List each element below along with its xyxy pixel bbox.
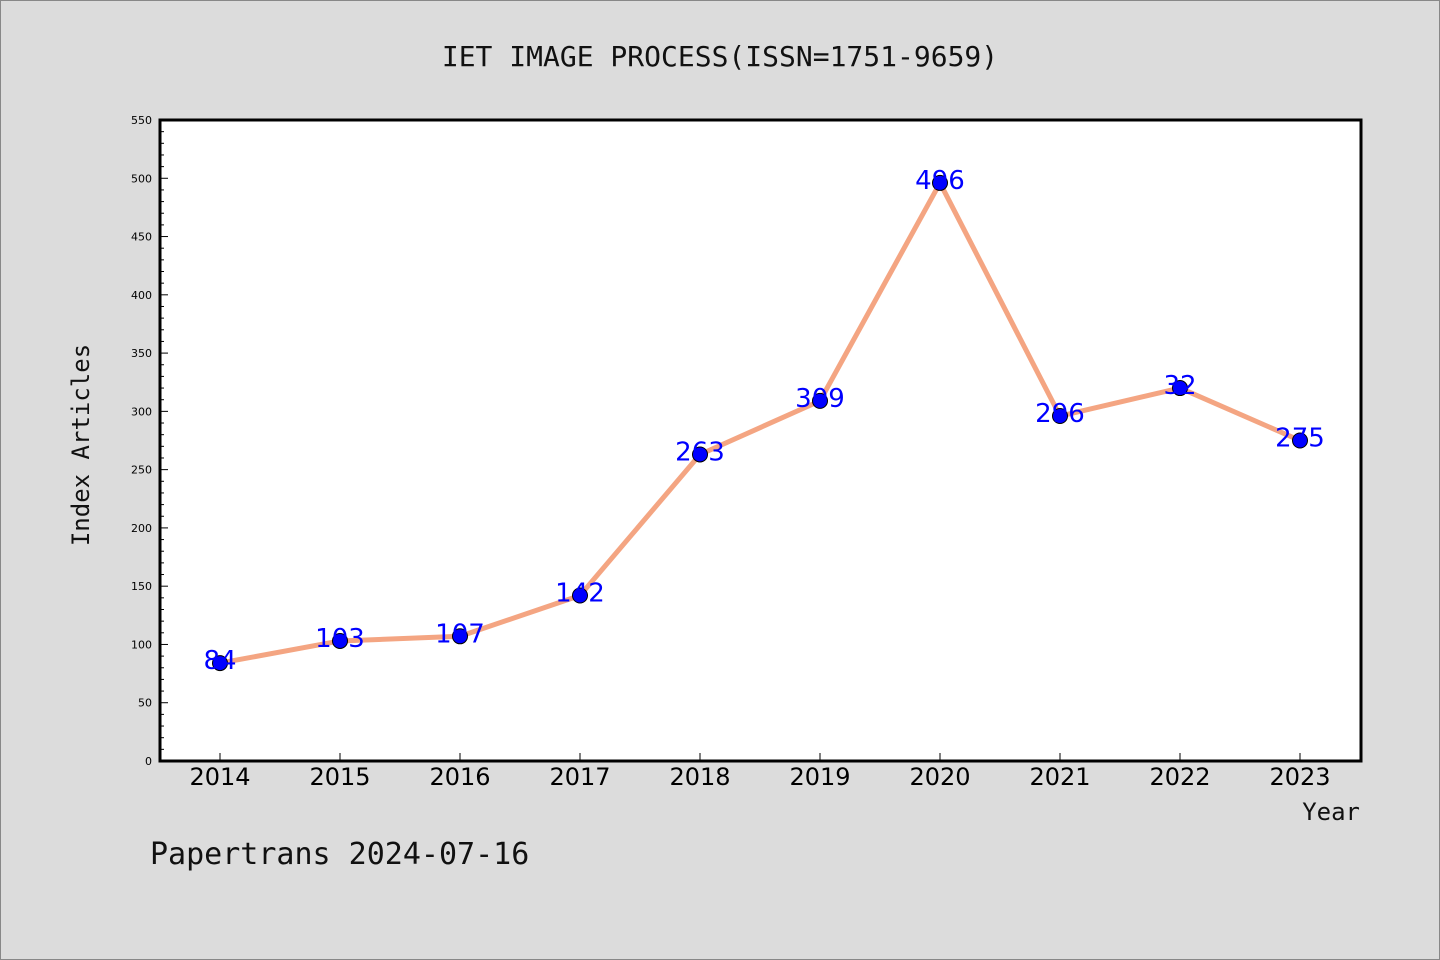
data-point — [692, 446, 708, 463]
data-point — [212, 655, 228, 672]
data-label: 309 — [795, 384, 845, 414]
data-label: 103 — [315, 624, 365, 654]
data-point — [812, 392, 828, 409]
x-axis: 2014 2015 2016 2017 2018 2019 2020 2021 2022 2023 — [189, 753, 1331, 791]
y-tick-label: 100 — [131, 638, 152, 651]
y-axis-label: Index Articles — [67, 344, 95, 546]
data-point — [932, 174, 948, 191]
x-tick-label: 2016 — [429, 763, 490, 791]
x-axis-label: Year — [1302, 798, 1360, 826]
y-tick-label: 150 — [131, 580, 152, 593]
x-tick-label: 2021 — [1029, 763, 1090, 791]
x-tick-label: 2014 — [189, 763, 250, 791]
y-tick-label: 50 — [138, 697, 152, 710]
plot-area — [158, 118, 1363, 763]
data-point — [1052, 408, 1068, 425]
x-tick-label: 2017 — [549, 763, 610, 791]
y-tick-label: 400 — [131, 289, 152, 302]
chart-title: IET IMAGE PROCESS(ISSN=1751-9659) — [442, 40, 998, 73]
data-label: 84 — [203, 646, 236, 676]
y-tick-label: 450 — [131, 231, 152, 244]
y-tick-label: 200 — [131, 522, 152, 535]
series-line-group — [212, 174, 1308, 672]
data-label: 32 — [1163, 371, 1196, 401]
y-axis: 0 50 100 150 200 250 300 350 400 450 500 550 — [131, 114, 168, 768]
data-label: 275 — [1275, 424, 1325, 454]
y-tick-label: 550 — [131, 114, 152, 127]
footer-watermark: Papertrans 2024-07-16 — [150, 837, 529, 872]
data-label: 296 — [1035, 399, 1085, 429]
y-tick-label: 250 — [131, 464, 152, 477]
data-label: 142 — [555, 579, 605, 609]
x-tick-label: 2018 — [669, 763, 730, 791]
y-tick-label: 500 — [131, 172, 152, 185]
data-point — [1172, 380, 1188, 397]
data-point — [1292, 432, 1308, 449]
x-tick-label: 2015 — [309, 763, 370, 791]
data-label: 263 — [675, 437, 725, 467]
x-tick-label: 2023 — [1269, 763, 1330, 791]
data-point — [452, 628, 468, 645]
series-line — [217, 180, 1303, 666]
data-point — [572, 587, 588, 604]
data-label-group: 84 103 107 142 263 309 496 296 32 275 — [203, 166, 1324, 676]
y-tick-label: 350 — [131, 347, 152, 360]
x-tick-label: 2020 — [909, 763, 970, 791]
x-tick-label: 2019 — [789, 763, 850, 791]
y-tick-label: 0 — [145, 755, 152, 768]
data-label: 496 — [915, 166, 965, 196]
y-tick-label: 300 — [131, 405, 152, 418]
data-label: 107 — [435, 619, 485, 649]
x-tick-label: 2022 — [1149, 763, 1210, 791]
data-point — [332, 632, 348, 649]
